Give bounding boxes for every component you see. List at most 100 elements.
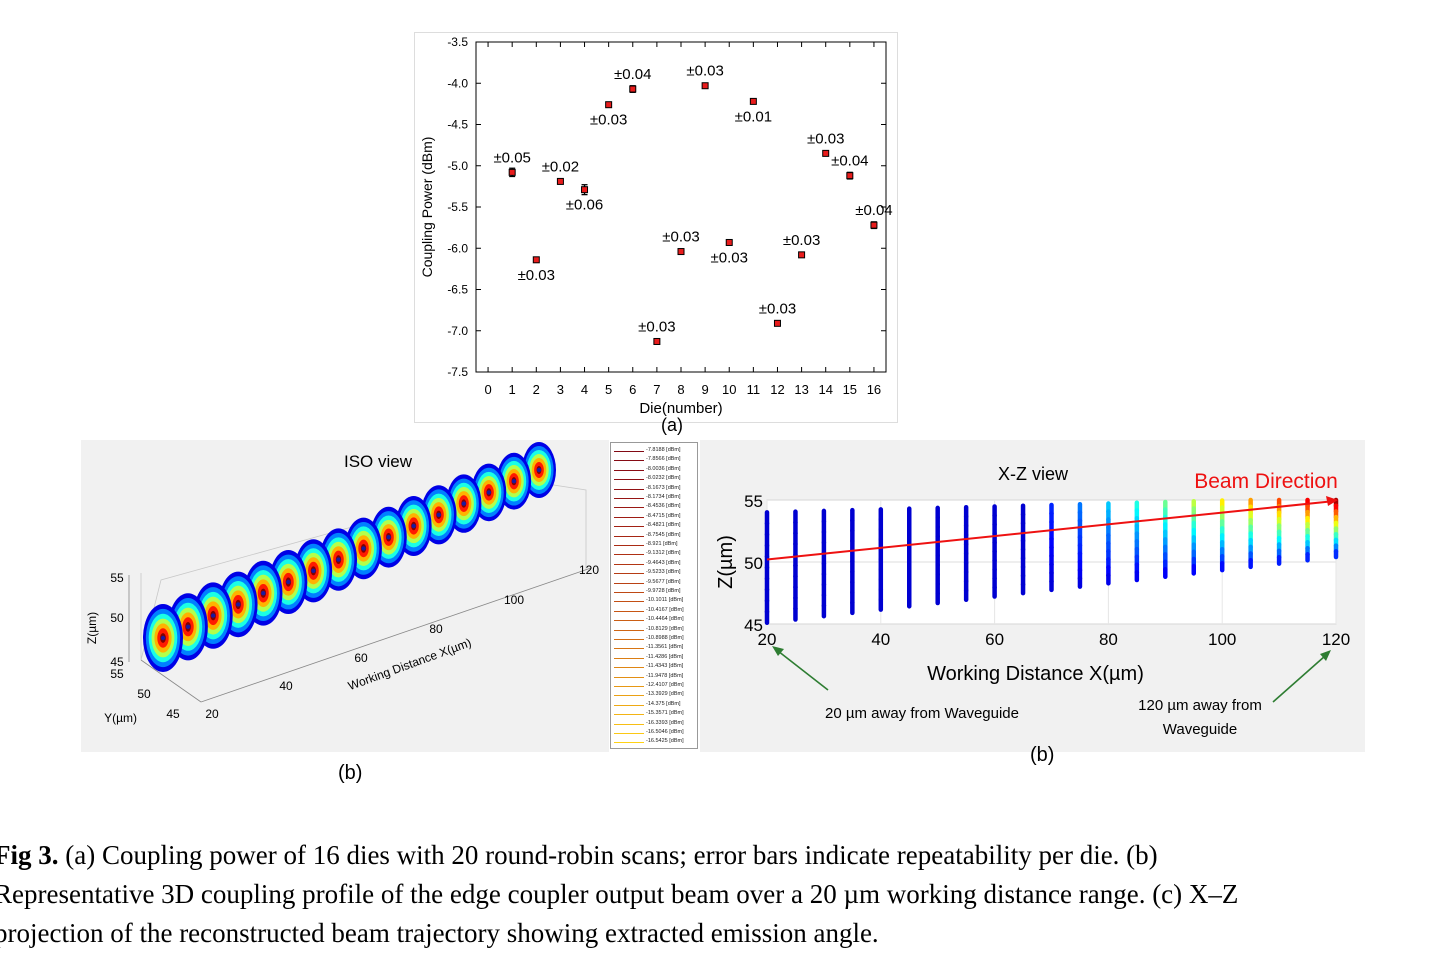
error-label: ±0.04: [855, 202, 892, 219]
legend-label: -8.4536 [dBm]: [646, 503, 681, 510]
x-tick-label: 15: [843, 382, 857, 397]
figure-caption: Fig 3. (a) Coupling power of 16 dies wit…: [0, 836, 1456, 953]
legend-entry: -10.4464 [dBm]: [614, 616, 698, 624]
xz-x-tick-label: 120: [1322, 630, 1350, 649]
iso-y-axis-label: Y(µm): [104, 711, 137, 725]
legend-entry: -14.375 [dBm]: [614, 701, 698, 709]
xz-view-plot: 20 40 60 80 100 120 55 50 45 Working Distance X(µ…: [715, 464, 1350, 738]
xz-z-tick-label: 45: [744, 616, 763, 635]
panel-label-b-left: (b): [338, 762, 363, 784]
iso-beam-core: [236, 602, 241, 607]
legend-label: -10.4464 [dBm]: [646, 616, 684, 623]
xz-z-axis-label: Z(µm): [715, 535, 737, 589]
legend-label: -9.4643 [dBm]: [646, 559, 681, 566]
data-point: [581, 186, 589, 194]
annotation-right-line-2: Waveguide: [1163, 721, 1238, 738]
legend-swatch: [614, 469, 644, 471]
legend-entry: -8.4715 [dBm]: [614, 513, 698, 521]
legend-swatch: [614, 686, 644, 687]
error-label: ±0.04: [831, 153, 868, 170]
legend-swatch: [614, 695, 644, 697]
legend-label: -14.375 [dBm]: [646, 700, 681, 707]
legend-label: -8.7545 [dBm]: [646, 531, 681, 538]
legend-swatch: [614, 657, 644, 659]
xz-x-axis-label: Working Distance X(µm): [927, 663, 1144, 685]
legend-entry: -16.5046 [dBm]: [614, 729, 698, 737]
legend-swatch: [614, 554, 644, 556]
legend-entry: -9.5677 [dBm]: [614, 579, 698, 587]
legend-entry: -10.4167 [dBm]: [614, 607, 698, 615]
legend-swatch: [614, 676, 644, 678]
legend-swatch: [614, 498, 644, 499]
error-label: ±0.04: [614, 66, 651, 83]
xz-x-tick-label: 80: [1099, 630, 1118, 649]
legend-swatch: [614, 648, 644, 650]
legend-entry: -15.3571 [dBm]: [614, 710, 698, 718]
legend-label: -10.8988 [dBm]: [646, 635, 684, 641]
legend-swatch: [614, 704, 644, 706]
data-point: [749, 97, 757, 105]
iso-x-tick-label: 60: [354, 651, 368, 665]
plot-frame: [475, 41, 887, 373]
legend-swatch: [614, 592, 644, 593]
legend-swatch: [614, 479, 644, 481]
xz-title: X-Z view: [998, 464, 1069, 484]
caption-line-1: Fig 3. (a) Coupling power of 16 dies wit…: [0, 836, 1456, 875]
xz-z-tick-label: 50: [744, 554, 763, 573]
legend-swatch: [614, 601, 644, 603]
iso-beam-core: [536, 467, 542, 473]
error-label: ±0.01: [735, 108, 772, 125]
legend-label: -8.1673 [dBm]: [646, 484, 681, 491]
data-point: [822, 149, 830, 157]
iso-z-axis-label: Z(µm): [85, 612, 99, 644]
y-tick-label: -5.5: [447, 200, 468, 214]
iso-x-tick-label: 120: [579, 563, 599, 577]
legend-entry: -9.9728 [dBm]: [614, 588, 698, 596]
xz-x-tick-label: 100: [1208, 630, 1236, 649]
annotation-right-line-1: 120 µm away from: [1138, 697, 1262, 714]
power-legend: -7.8188 [dBm] -7.8566 [dBm] -8.0036 [dBm] -…: [610, 442, 698, 749]
error-label: ±0.03: [590, 112, 627, 129]
legend-label: -9.5677 [dBm]: [646, 578, 681, 585]
y-tick-label: -7.5: [447, 365, 468, 379]
legend-entry: -8.4821 [dBm]: [614, 522, 698, 530]
data-point: [508, 168, 516, 176]
legend-label: -8.4821 [dBm]: [646, 522, 681, 529]
legend-swatch: [614, 573, 644, 575]
iso-beam-core: [311, 568, 316, 573]
legend-label: -11.4286 [dBm]: [646, 653, 684, 660]
legend-label: -8.0232 [dBm]: [646, 475, 681, 482]
x-tick-label: 16: [867, 382, 881, 397]
data-point: [556, 177, 564, 185]
x-tick-label: 2: [533, 382, 540, 397]
y-tick-label: -7.0: [447, 324, 468, 338]
error-label: ±0.06: [566, 197, 603, 214]
legend-entry: -10.1011 [dBm]: [614, 597, 698, 605]
x-tick-label: 4: [581, 382, 588, 397]
iso-title: ISO view: [344, 452, 413, 471]
data-point: [701, 82, 709, 90]
legend-swatch: [614, 451, 644, 452]
legend-label: -11.9478 [dBm]: [646, 672, 684, 679]
legend-swatch: [614, 714, 644, 716]
data-point: [798, 251, 806, 259]
legend-entry: -7.8566 [dBm]: [614, 456, 698, 464]
annotation-arrow-right: [1272, 655, 1326, 703]
legend-swatch: [614, 545, 644, 546]
iso-axis-y: [140, 659, 202, 703]
legend-swatch: [614, 733, 644, 734]
legend-label: -8.921 [dBm]: [646, 541, 678, 547]
legend-label: -8.1734 [dBm]: [646, 494, 681, 500]
iso-beam-core: [261, 591, 266, 596]
x-tick-label: 8: [677, 382, 684, 397]
legend-entry: -10.8988 [dBm]: [614, 635, 698, 643]
panel-label-a: (a): [661, 415, 683, 435]
legend-label: -8.0036 [dBm]: [646, 465, 681, 472]
iso-y-tick-label: 50: [137, 687, 151, 701]
error-label: ±0.02: [542, 158, 579, 175]
iso-beam-core: [486, 490, 492, 495]
iso-beam-core: [286, 579, 291, 585]
iso-z-tick-label: 45: [110, 655, 124, 669]
legend-label: -13.3929 [dBm]: [646, 691, 684, 698]
beam-direction-label: Beam Direction: [1194, 470, 1338, 493]
